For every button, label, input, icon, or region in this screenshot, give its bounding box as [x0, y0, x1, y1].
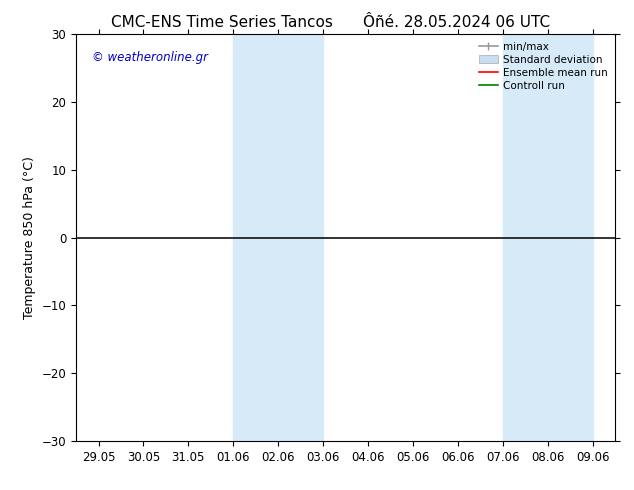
- Bar: [233, 34, 323, 441]
- Text: © weatheronline.gr: © weatheronline.gr: [93, 50, 208, 64]
- Text: CMC-ENS Time Series Tancos: CMC-ENS Time Series Tancos: [111, 15, 333, 30]
- Y-axis label: Temperature 850 hPa (°C): Temperature 850 hPa (°C): [23, 156, 36, 319]
- Text: Ôñé. 28.05.2024 06 UTC: Ôñé. 28.05.2024 06 UTC: [363, 15, 550, 30]
- Legend: min/max, Standard deviation, Ensemble mean run, Controll run: min/max, Standard deviation, Ensemble me…: [475, 37, 612, 95]
- Bar: [503, 34, 593, 441]
